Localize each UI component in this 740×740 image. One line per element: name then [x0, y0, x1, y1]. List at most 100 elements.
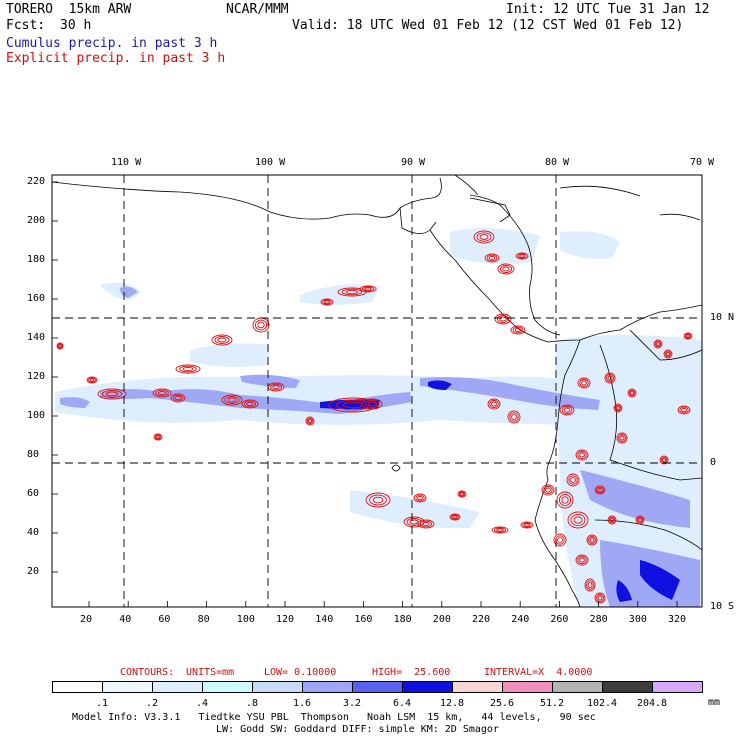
precip-contour — [415, 494, 425, 502]
x-tick-label: 160 — [354, 614, 373, 625]
precip-contour — [243, 400, 257, 408]
precip-contour — [683, 332, 693, 340]
mexico-coast — [52, 177, 442, 220]
precip-contour — [654, 340, 662, 348]
precip-contour — [543, 486, 553, 494]
x-tick-label: 60 — [158, 614, 171, 625]
precip-contour — [655, 341, 661, 347]
precip-contour — [575, 449, 589, 461]
x-tick-label: 200 — [432, 614, 451, 625]
colorbar-label: 102.4 — [586, 698, 618, 709]
y-tick-label: 80 — [27, 449, 40, 460]
precip-contour — [170, 393, 186, 403]
precip-contour — [663, 349, 673, 359]
colorbar-cell — [652, 681, 703, 693]
precip-contour — [155, 389, 169, 397]
precip-contour — [328, 397, 378, 413]
precip-contour — [616, 432, 628, 444]
center-name: NCAR/MMM — [226, 2, 289, 17]
lon-label-100w: 100 W — [255, 157, 286, 168]
y-tick-label: 180 — [27, 254, 46, 265]
precip-contour — [555, 535, 565, 545]
precip-contour — [594, 485, 606, 495]
precip-contour — [553, 533, 567, 547]
lat-label-equator: 0 — [710, 457, 717, 468]
precip-contour — [422, 521, 430, 527]
y-tick-label: 220 — [27, 176, 46, 187]
lat-lon-grid — [52, 175, 702, 607]
colorbar-cell — [552, 681, 603, 693]
precip-contour — [515, 252, 529, 260]
precip-contour — [499, 265, 513, 273]
precip-contour — [665, 351, 671, 357]
precip-contour — [322, 299, 332, 305]
x-tick-label: 120 — [276, 614, 295, 625]
precip-contour — [597, 595, 603, 601]
y-tick-label: 20 — [27, 566, 40, 577]
precip-contour — [174, 395, 182, 401]
lat-label-10n: 10 N — [710, 312, 735, 323]
precip-contour — [636, 516, 644, 524]
precip-contour — [369, 494, 387, 506]
x-tick-label: 180 — [393, 614, 412, 625]
precip-contour — [257, 321, 265, 329]
precip-contour — [101, 390, 123, 398]
x-tick-label: 140 — [315, 614, 334, 625]
central-america-caribbean-coast — [469, 194, 561, 336]
precip-contour — [364, 400, 380, 408]
precip-contour — [557, 537, 563, 543]
precip-contour — [606, 374, 614, 382]
precip-contour — [594, 592, 606, 604]
colombia-ecuador-border — [599, 344, 702, 481]
precip-contour — [517, 253, 527, 259]
precip-contour — [211, 334, 233, 346]
precip-contour — [510, 325, 526, 335]
precip-contour — [627, 388, 637, 398]
precip-fields — [55, 227, 702, 607]
precip-contour — [520, 521, 534, 529]
precip-contour — [459, 492, 465, 496]
guatemala-border — [399, 207, 437, 234]
contours-low: LOW= 0.10000 — [264, 667, 337, 678]
precip-contour — [496, 528, 504, 532]
precip-contour — [473, 230, 495, 244]
x-tick-label: 100 — [236, 614, 255, 625]
galapagos — [391, 464, 401, 472]
precip-contour — [567, 511, 589, 529]
x-tick-label: 320 — [668, 614, 687, 625]
precip-contour — [417, 519, 435, 529]
precip-contour — [497, 263, 515, 275]
precip-contour — [320, 298, 334, 306]
precip-contour — [214, 336, 230, 344]
precip-contour — [677, 405, 691, 415]
precip-contour — [587, 582, 593, 588]
precip-contour — [489, 400, 499, 408]
precip-contour — [56, 342, 64, 350]
contours-units: UNITS=mm — [186, 667, 235, 678]
honduras-border — [469, 197, 511, 223]
colorbar-label: 6.4 — [392, 698, 412, 709]
colorbar-cell — [402, 681, 453, 693]
precip-contour — [484, 253, 500, 263]
precip-contour — [493, 527, 507, 533]
precip-contour — [522, 522, 532, 528]
precip-contour — [487, 398, 501, 410]
precip-contour — [573, 516, 583, 524]
precip-contour — [365, 492, 391, 508]
precip-contour — [586, 580, 594, 590]
precip-contour — [519, 254, 525, 258]
precip-contour — [179, 365, 197, 373]
precip-contour — [345, 289, 359, 295]
precip-contour — [613, 403, 623, 413]
lon-label-70w: 70 W — [690, 157, 715, 168]
colorbar-label: 51.2 — [539, 698, 565, 709]
colorbar-cell — [252, 681, 303, 693]
precip-contour — [575, 554, 589, 566]
colorbar-cell — [52, 681, 103, 693]
precip-contour — [488, 255, 496, 261]
precip-contour — [491, 526, 509, 534]
precip-contour — [584, 578, 596, 592]
precip-contour — [269, 383, 283, 391]
model-info-line: Model Info: V3.3.1 Tiedtke YSU PBL Thomp… — [72, 712, 596, 723]
precip-contour — [579, 557, 585, 563]
